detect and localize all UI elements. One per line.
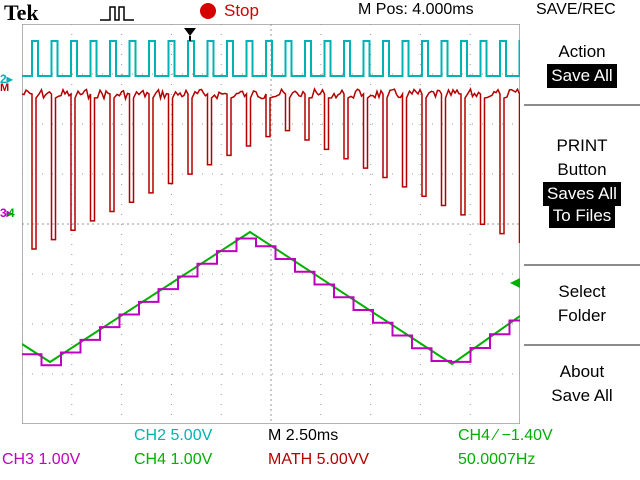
brand-logo: Tek	[4, 0, 39, 25]
math-ground-marker: M	[0, 82, 10, 94]
ch3-scale: CH3 1.00V	[2, 451, 81, 468]
trigger-level-marker	[510, 278, 520, 288]
about-line1: About	[559, 362, 605, 381]
ch2-waveform	[22, 40, 520, 77]
math-scale: MATH 5.00VV	[268, 451, 370, 468]
action-value: Save All	[547, 64, 617, 88]
ch3-ground-marker: 3▸	[0, 206, 13, 220]
trigger-setting: CH4 ⁄ −1.40V	[458, 427, 553, 444]
trigger-frequency: 50.0007Hz	[458, 451, 536, 468]
waveform-display	[22, 24, 520, 424]
math-waveform	[22, 87, 520, 250]
action-menu-button[interactable]: Action Save All	[524, 40, 640, 88]
print-value1: Saves All	[543, 182, 621, 206]
menu-divider	[524, 104, 640, 106]
print-line1: PRINT	[556, 136, 608, 155]
print-line2: Button	[557, 160, 607, 179]
timebase: M 2.50ms	[268, 427, 339, 444]
action-title: Action	[558, 42, 606, 61]
select-line2: Folder	[557, 306, 607, 325]
trigger-pulse-icon	[100, 6, 134, 21]
select-line1: Select	[558, 282, 606, 301]
ch2-scale: CH2 5.00V	[134, 427, 213, 444]
stop-status-icon	[200, 3, 216, 19]
trigger-position-marker	[184, 28, 196, 36]
ch3-waveform	[22, 237, 520, 367]
about-save-all-button[interactable]: About Save All	[524, 360, 640, 408]
menu-divider	[524, 264, 640, 266]
run-state-label: Stop	[224, 1, 259, 20]
horizontal-position: M Pos: 4.000ms	[358, 1, 474, 18]
about-line2: Save All	[551, 386, 613, 405]
ch2-ground-marker: 2▸	[0, 72, 13, 86]
ch4-ground-marker: 4	[8, 206, 15, 220]
select-folder-button[interactable]: Select Folder	[524, 280, 640, 328]
ch4-scale: CH4 1.00V	[134, 451, 213, 468]
top-bar: Tek Stop M Pos: 4.000ms SAVE/REC	[0, 0, 640, 25]
menu-divider	[524, 344, 640, 346]
print-value2: To Files	[548, 204, 616, 228]
graticule	[22, 24, 520, 424]
menu-title: SAVE/REC	[536, 1, 616, 18]
print-button-menu[interactable]: PRINT Button Saves All To Files	[524, 134, 640, 228]
